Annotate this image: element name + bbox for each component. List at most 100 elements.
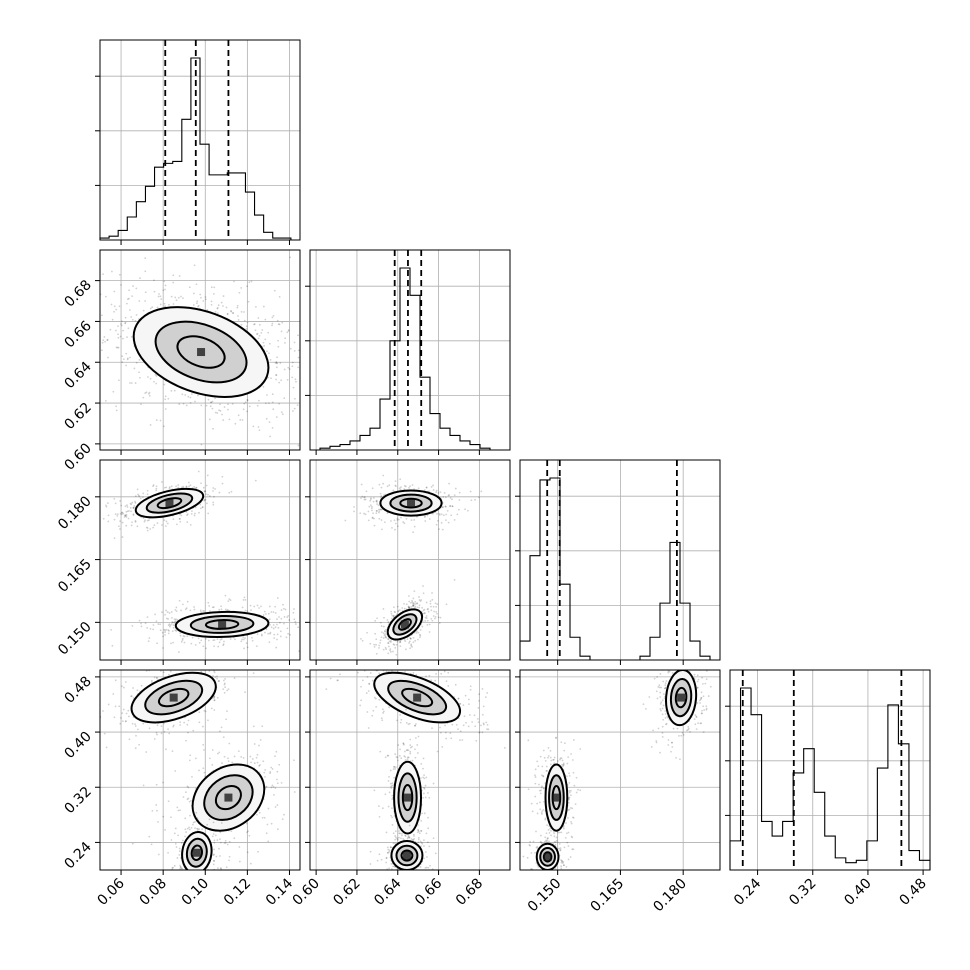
sample-point [223,691,226,694]
sample-point [384,635,387,638]
sample-point [468,714,471,716]
histogram-bin [730,841,741,870]
sample-point [376,660,378,662]
sample-point [120,511,123,514]
sample-point [477,707,480,709]
sample-point [275,374,278,377]
sample-point [420,762,423,765]
sample-point [399,832,402,835]
sample-point [254,329,257,332]
contour-line [134,487,205,519]
sample-point [414,724,416,727]
sample-point [182,402,185,405]
sample-point [214,834,217,837]
sample-point [404,834,407,837]
sample-point [276,778,278,781]
sample-point [211,400,214,403]
sample-point [134,747,137,750]
sample-point [293,791,296,793]
x-tick-label: 0.14 [263,875,296,908]
sample-point [164,398,167,401]
sample-point [151,809,154,812]
sample-point [394,480,397,483]
sample-point [332,379,334,381]
sample-point [412,605,415,608]
sample-point [68,353,70,355]
histogram-bin [825,836,836,870]
sample-point [403,638,406,641]
sample-point [398,830,400,832]
sample-point [154,613,156,616]
histogram-bin [772,836,783,870]
sample-point [407,605,410,608]
sample-point [396,837,399,840]
sample-point [379,639,382,642]
sample-point [394,838,397,841]
sample-point [457,508,460,511]
sample-point [213,699,216,701]
sample-point [387,848,390,851]
sample-point [221,475,224,478]
sample-point [160,732,163,735]
sample-point [190,826,193,829]
sample-point [394,836,397,839]
sample-point [300,404,302,406]
sample-point [521,724,523,726]
sample-point [174,608,177,611]
sample-point [469,490,472,493]
sample-point [180,514,183,517]
sample-point [191,510,193,513]
sample-point [381,664,383,666]
sample-point [125,524,128,527]
sample-point [438,622,441,624]
sample-point [314,618,316,620]
sample-point [189,484,192,487]
sample-point [283,368,286,371]
sample-point [180,640,183,643]
sample-point [283,813,285,816]
sample-point [384,630,387,633]
sample-point [664,684,667,687]
sample-point [85,309,87,311]
sample-point [256,753,259,756]
sample-point [82,541,84,543]
sample-point [391,807,393,810]
sample-point [125,720,127,722]
sample-point [134,502,137,504]
sample-point [422,609,425,612]
sample-point [273,637,276,639]
contour-line [181,831,213,870]
sample-point [132,514,135,517]
sample-point [402,743,405,746]
sample-point [389,639,392,642]
sample-point [412,664,414,666]
sample-point [386,851,389,854]
sample-point [262,614,265,616]
sample-point [119,500,122,502]
sample-point [478,699,480,702]
sample-point [400,516,402,519]
sample-point [185,641,187,643]
sample-point [199,503,202,506]
sample-point [174,827,177,830]
histogram-bin [909,851,920,870]
sample-point [197,305,199,308]
sample-point [528,727,530,729]
sample-point [360,699,363,702]
sample-point [265,417,268,420]
sample-point [179,634,182,637]
sample-point [394,528,396,531]
sample-point [152,628,155,631]
sample-point [363,498,366,501]
sample-point [268,342,271,345]
sample-point [271,393,274,396]
sample-point [462,704,465,707]
sample-point [387,754,390,757]
sample-point [213,860,215,862]
sample-point [234,638,236,641]
sample-point [377,805,380,807]
sample-point [249,604,252,607]
sample-point [263,816,266,819]
density-peak [224,793,233,802]
sample-point [170,642,172,645]
